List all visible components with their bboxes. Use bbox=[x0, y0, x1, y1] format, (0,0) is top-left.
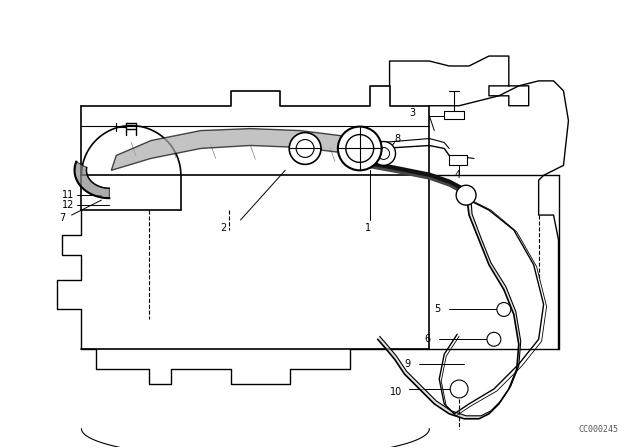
Polygon shape bbox=[74, 162, 109, 198]
Circle shape bbox=[456, 185, 476, 205]
Circle shape bbox=[497, 302, 511, 316]
Circle shape bbox=[338, 127, 381, 170]
Polygon shape bbox=[111, 129, 385, 170]
Circle shape bbox=[346, 134, 374, 162]
Text: 12: 12 bbox=[61, 200, 74, 210]
Text: 11: 11 bbox=[61, 190, 74, 200]
Text: 7: 7 bbox=[60, 213, 66, 223]
Text: 8: 8 bbox=[394, 134, 401, 143]
Circle shape bbox=[450, 380, 468, 398]
Text: 1: 1 bbox=[365, 223, 371, 233]
Polygon shape bbox=[378, 200, 521, 419]
Circle shape bbox=[372, 142, 396, 165]
Bar bbox=[449, 155, 467, 165]
Circle shape bbox=[378, 147, 390, 159]
Text: 5: 5 bbox=[435, 305, 440, 314]
Text: 2: 2 bbox=[221, 223, 227, 233]
Text: 10: 10 bbox=[390, 387, 402, 397]
Text: 3: 3 bbox=[410, 108, 415, 118]
Circle shape bbox=[296, 139, 314, 157]
Text: CC000245: CC000245 bbox=[578, 425, 618, 434]
Text: 4: 4 bbox=[454, 170, 460, 180]
Circle shape bbox=[289, 133, 321, 164]
Text: 9: 9 bbox=[404, 359, 411, 369]
Text: 6: 6 bbox=[424, 334, 431, 344]
Circle shape bbox=[487, 332, 501, 346]
